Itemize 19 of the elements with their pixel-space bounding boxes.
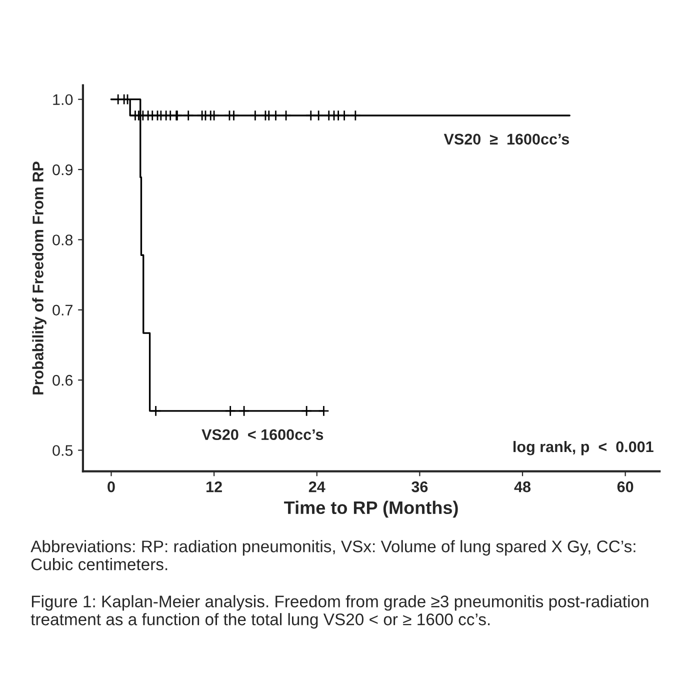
x-axis-title: Time to RP (Months) [284, 500, 458, 518]
annotation: VS20 ≥ 1600cc’s [444, 134, 570, 145]
x-tick-label: 24 [308, 481, 326, 492]
y-tick-label: 0.6 [52, 374, 73, 386]
x-tick-label: 12 [206, 481, 222, 492]
text: Abbreviations: RP: radiation pneumonitis, VSx: Volume of lung spared X Gy, CC’s: Cubic centimeters. [30, 540, 636, 570]
x-tick-label: 36 [412, 481, 428, 492]
y-axis-title: Probability of Freedom From RP [32, 162, 46, 394]
y-tick-label: 0.5 [52, 445, 73, 456]
annotation: log rank, p < 0.001 [514, 440, 654, 456]
y-tick-label: 0.7 [52, 304, 72, 316]
x-tick-label: 48 [514, 481, 531, 492]
annotation: VS20 < 1600cc’s [202, 429, 324, 440]
y-tick-label: 0.9 [52, 164, 73, 176]
y-tick-label: 1.0 [53, 94, 73, 106]
x-tick-label: 0 [108, 481, 115, 492]
y-tick-label: 0.8 [52, 234, 73, 246]
caption: Figure 1: Kaplan-Meier analysis. Freedom from grade ≥3 pneumonitis post-radiation treatment as a function of the total lung VS20 < or ≥ 1600 cc’s. [30, 595, 648, 629]
x-tick-label: 60 [617, 481, 634, 492]
